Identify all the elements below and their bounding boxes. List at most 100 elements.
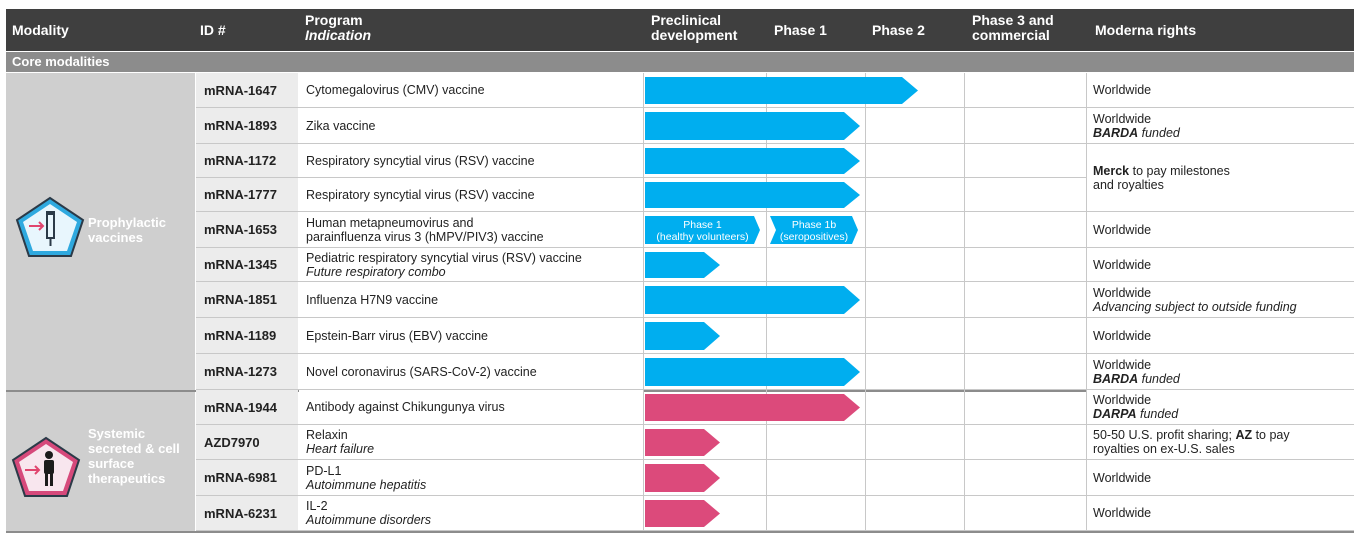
row-id: mRNA-1189 xyxy=(204,328,277,343)
rights-line2: Advancing subject to outside funding xyxy=(1093,300,1354,314)
row-id: mRNA-6231 xyxy=(204,505,277,521)
rights-cell: Worldwide xyxy=(1087,212,1354,247)
row-program: Relaxin xyxy=(306,428,348,442)
row-program: Respiratory syncytial virus (RSV) vaccin… xyxy=(306,153,535,168)
row-program: Influenza H7N9 vaccine xyxy=(306,292,439,307)
row-id-cell: mRNA-1944 xyxy=(196,390,298,424)
row-id-cell: mRNA-1893 xyxy=(196,108,298,143)
row-program-cell: Cytomegalovirus (CMV) vaccine xyxy=(299,73,643,107)
rights-cell: 50-50 U.S. profit sharing; AZ to pay roya… xyxy=(1087,425,1354,459)
rights-text: to pay xyxy=(1252,428,1290,442)
rights-cell: Worldwide xyxy=(1087,248,1354,281)
row-program: Pediatric respiratory syncytial virus (R… xyxy=(306,250,582,265)
row-divider xyxy=(196,211,1354,212)
rights-text: Worldwide xyxy=(1093,83,1152,97)
header-indication-label: Indication xyxy=(305,27,372,43)
row-program: Human metapneumovirus and xyxy=(306,215,474,230)
pipeline-bar xyxy=(645,464,720,492)
row-program-cell: Influenza H7N9 vaccine xyxy=(299,282,643,317)
header-phase1: Phase 1 xyxy=(774,22,827,38)
pipeline-bar xyxy=(645,394,860,421)
section-label: Core modalities xyxy=(12,54,110,69)
bar-label: (seropositives) xyxy=(780,231,848,243)
header-preclinical: Preclinical development xyxy=(651,13,761,43)
rights-line1: Worldwide xyxy=(1093,286,1354,300)
rights-text: Worldwide xyxy=(1093,357,1152,372)
rights-line1: Worldwide xyxy=(1093,223,1354,237)
row-id: mRNA-1647 xyxy=(204,82,277,98)
rights-cell: Worldwide BARDA funded xyxy=(1087,354,1354,389)
rights-line1: Worldwide xyxy=(1093,329,1354,343)
rights-line1: Worldwide xyxy=(1093,358,1354,372)
rights-text: Worldwide xyxy=(1093,111,1152,126)
row-program: Novel coronavirus (SARS-CoV-2) vaccine xyxy=(306,364,537,379)
row-divider xyxy=(196,317,1354,318)
row-program-cell: Novel coronavirus (SARS-CoV-2) vaccine xyxy=(299,354,643,389)
header-rights: Moderna rights xyxy=(1095,22,1197,38)
rights-funder: DARPA xyxy=(1093,407,1137,421)
row-program: Zika vaccine xyxy=(306,118,376,133)
pipeline-bar xyxy=(645,429,720,456)
header-phase3: Phase 3 and commercial xyxy=(972,13,1072,43)
row-indication: Heart failure xyxy=(306,442,375,456)
header-program: Program Indication xyxy=(305,12,372,43)
header-program-label: Program xyxy=(305,12,363,28)
rights-line1: Worldwide xyxy=(1093,506,1354,520)
rights-line1: Worldwide xyxy=(1093,393,1354,407)
pipeline-bar xyxy=(645,322,720,350)
row-id: mRNA-1893 xyxy=(204,118,277,133)
row-id: mRNA-1944 xyxy=(204,399,277,415)
rights-funder: BARDA xyxy=(1093,125,1139,140)
row-program-cell: Human metapneumovirus and parainfluenza v… xyxy=(299,212,643,247)
row-program-line2: parainfluenza virus 3 (hMPV/PIV3) vaccin… xyxy=(306,229,544,244)
rights-text: and royalties xyxy=(1093,177,1164,192)
row-indication: Future respiratory combo xyxy=(306,264,446,279)
row-indication: Autoimmune disorders xyxy=(306,513,432,527)
pipeline-bar xyxy=(645,500,720,527)
rights-line2: BARDA funded xyxy=(1093,372,1354,386)
rights-text: funded xyxy=(1138,371,1180,386)
row-divider xyxy=(196,143,1354,144)
bar-label: Phase 1b xyxy=(792,219,837,231)
row-id: AZD7970 xyxy=(204,434,260,450)
rights-partner: AZ xyxy=(1235,428,1253,442)
row-program: Cytomegalovirus (CMV) vaccine xyxy=(306,83,485,97)
rights-line1: Worldwide xyxy=(1093,112,1354,126)
row-program: IL-2 xyxy=(306,499,328,513)
row-divider xyxy=(196,353,1354,354)
row-program-cell: PD-L1 Autoimmune hepatitis xyxy=(299,460,643,495)
person-icon xyxy=(11,436,81,497)
pipeline-bar-segment xyxy=(645,216,760,244)
row-program-cell: IL-2 Autoimmune disorders xyxy=(299,496,643,530)
row-divider xyxy=(196,495,1354,496)
rights-text: Worldwide xyxy=(1093,285,1152,300)
row-program-cell: Epstein-Barr virus (EBV) vaccine xyxy=(299,318,643,353)
header-phase2: Phase 2 xyxy=(872,22,925,38)
phase-column-line xyxy=(1086,73,1087,531)
rights-text: royalties on ex-U.S. sales xyxy=(1093,442,1235,456)
header-modality: Modality xyxy=(12,22,69,38)
rights-text: 50-50 U.S. profit sharing; xyxy=(1093,428,1236,442)
pipeline-bar xyxy=(645,77,918,104)
row-divider xyxy=(196,459,1354,460)
pipeline-bar xyxy=(645,252,720,278)
rights-cell: Worldwide Advancing subject to outside fu… xyxy=(1087,282,1354,317)
rights-line1: 50-50 U.S. profit sharing; AZ to pay xyxy=(1093,428,1354,442)
rights-line1: Worldwide xyxy=(1093,258,1354,272)
rights-text: Worldwide xyxy=(1093,222,1152,237)
rights-text: to pay milestones xyxy=(1129,163,1230,178)
rights-line1: Worldwide xyxy=(1093,83,1354,97)
table-bottom-border xyxy=(6,531,1354,533)
row-id-cell: mRNA-1777 xyxy=(196,178,298,211)
section-bar: Core modalities xyxy=(6,52,1354,72)
row-divider xyxy=(196,530,1354,531)
row-program-cell: Pediatric respiratory syncytial virus (R… xyxy=(299,248,643,281)
row-program: PD-L1 xyxy=(306,463,342,478)
row-indication: Autoimmune hepatitis xyxy=(306,477,427,492)
row-id: mRNA-1777 xyxy=(204,187,277,202)
row-id: mRNA-1851 xyxy=(204,292,277,307)
row-id: mRNA-6981 xyxy=(204,470,277,485)
row-program-cell: Zika vaccine xyxy=(299,108,643,143)
rights-cell: Worldwide BARDA funded xyxy=(1087,108,1354,143)
row-divider xyxy=(196,247,1354,248)
